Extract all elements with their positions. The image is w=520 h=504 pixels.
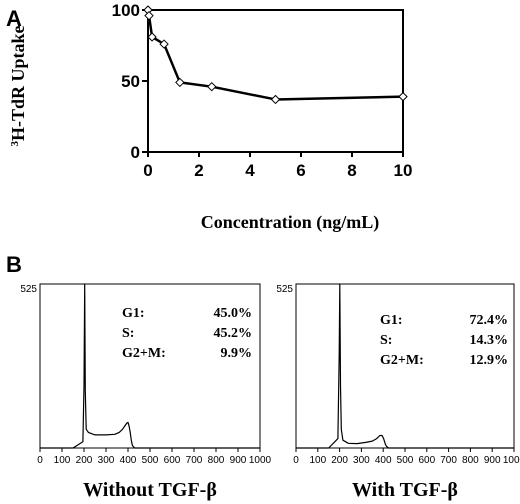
x-tick-label: 700 (440, 455, 457, 466)
phase-percent: 12.9% (470, 353, 509, 368)
y-tick-label: 0 (131, 143, 140, 162)
x-tick-label: 200 (76, 455, 93, 466)
phase-label: S: (122, 326, 134, 341)
x-tick-label: 200 (331, 455, 348, 466)
data-point (398, 91, 408, 102)
panel-a: A 3H-TdR Uptake Concentration (ng/mL) 0 5… (6, 1, 412, 233)
x-tick-label: 4 (245, 161, 255, 180)
x-tick-label: 6 (296, 161, 305, 180)
x-tick-label: 700 (186, 455, 203, 466)
y-axis-label-sup: 3 (9, 141, 21, 147)
phase-label: G1: (380, 313, 403, 328)
data-point (175, 77, 185, 88)
x-tick-label: 0 (293, 455, 299, 466)
panel-b-letter: B (6, 252, 22, 277)
y-tick-label: 50 (121, 72, 140, 91)
phase-percent: 14.3% (470, 333, 509, 348)
uptake-line (146, 9, 404, 101)
x-tick-label: 900 (484, 455, 501, 466)
phase-label: G2+M: (380, 353, 424, 368)
x-tick-label: 800 (462, 455, 479, 466)
dna-histogram-trace (40, 283, 260, 449)
x-tick-label: 800 (208, 455, 225, 466)
phase-label: G1: (122, 306, 145, 321)
phase-label: G2+M: (122, 346, 166, 361)
x-tick-label: 1000 (249, 455, 272, 466)
x-tick-label: 400 (375, 455, 392, 466)
x-tick-label: 0 (143, 161, 152, 180)
x-tick-label: 400 (120, 455, 137, 466)
x-tick-label: 300 (353, 455, 370, 466)
x-tick-label: 300 (98, 455, 115, 466)
x-tick-label: 100 (54, 455, 71, 466)
y-axis-label: 3H-TdR Uptake (8, 25, 28, 146)
y-max-label: 525 (276, 284, 293, 295)
svg-text:3H-TdR Uptake: 3H-TdR Uptake (8, 25, 28, 146)
plot-frame (147, 9, 404, 153)
y-tick-label: 100 (112, 1, 140, 20)
x-tick-label: 500 (142, 455, 159, 466)
x-tick-label: 600 (418, 455, 435, 466)
x-tick-label: 900 (230, 455, 247, 466)
data-point (207, 81, 217, 92)
x-tick-label: 100 (309, 455, 326, 466)
data-point (159, 39, 169, 49)
phase-percent: 9.9% (221, 346, 253, 361)
histogram-title: With TGF-β (352, 479, 458, 501)
x-tick-label: 0 (37, 455, 43, 466)
data-point (144, 10, 154, 21)
data-point (270, 94, 281, 105)
data-point (147, 32, 157, 42)
y-axis-label-main: H-TdR Uptake (8, 25, 28, 141)
x-tick-label: 600 (164, 455, 181, 466)
histogram-title: Without TGF-β (83, 479, 217, 501)
dna-histogram-trace (296, 283, 514, 449)
phase-label: S: (380, 333, 392, 348)
x-tick-label: 1000 (503, 455, 520, 466)
phase-percent: 72.4% (470, 313, 509, 328)
x-tick-label: 2 (194, 161, 203, 180)
x-axis-label: Concentration (ng/mL) (201, 212, 380, 233)
y-max-label: 525 (20, 284, 37, 295)
phase-percent: 45.0% (214, 306, 253, 321)
x-tick-label: 500 (397, 455, 414, 466)
panel-a-letter: A (6, 6, 22, 31)
x-tick-label: 8 (347, 161, 356, 180)
x-tick-label: 10 (394, 161, 413, 180)
phase-percent: 45.2% (214, 326, 253, 341)
